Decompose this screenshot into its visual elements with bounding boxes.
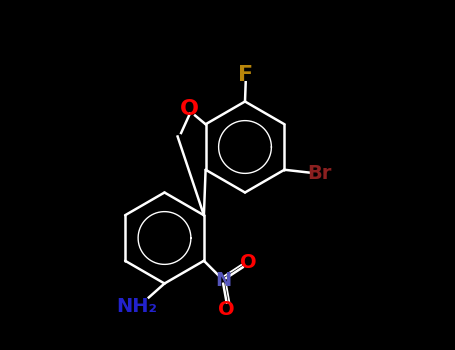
Text: O: O: [240, 253, 257, 272]
Text: NH₂: NH₂: [116, 297, 157, 316]
Text: O: O: [180, 99, 199, 119]
Text: F: F: [238, 64, 253, 85]
Text: O: O: [218, 300, 235, 319]
Text: Br: Br: [307, 164, 332, 183]
Text: N: N: [215, 271, 231, 289]
